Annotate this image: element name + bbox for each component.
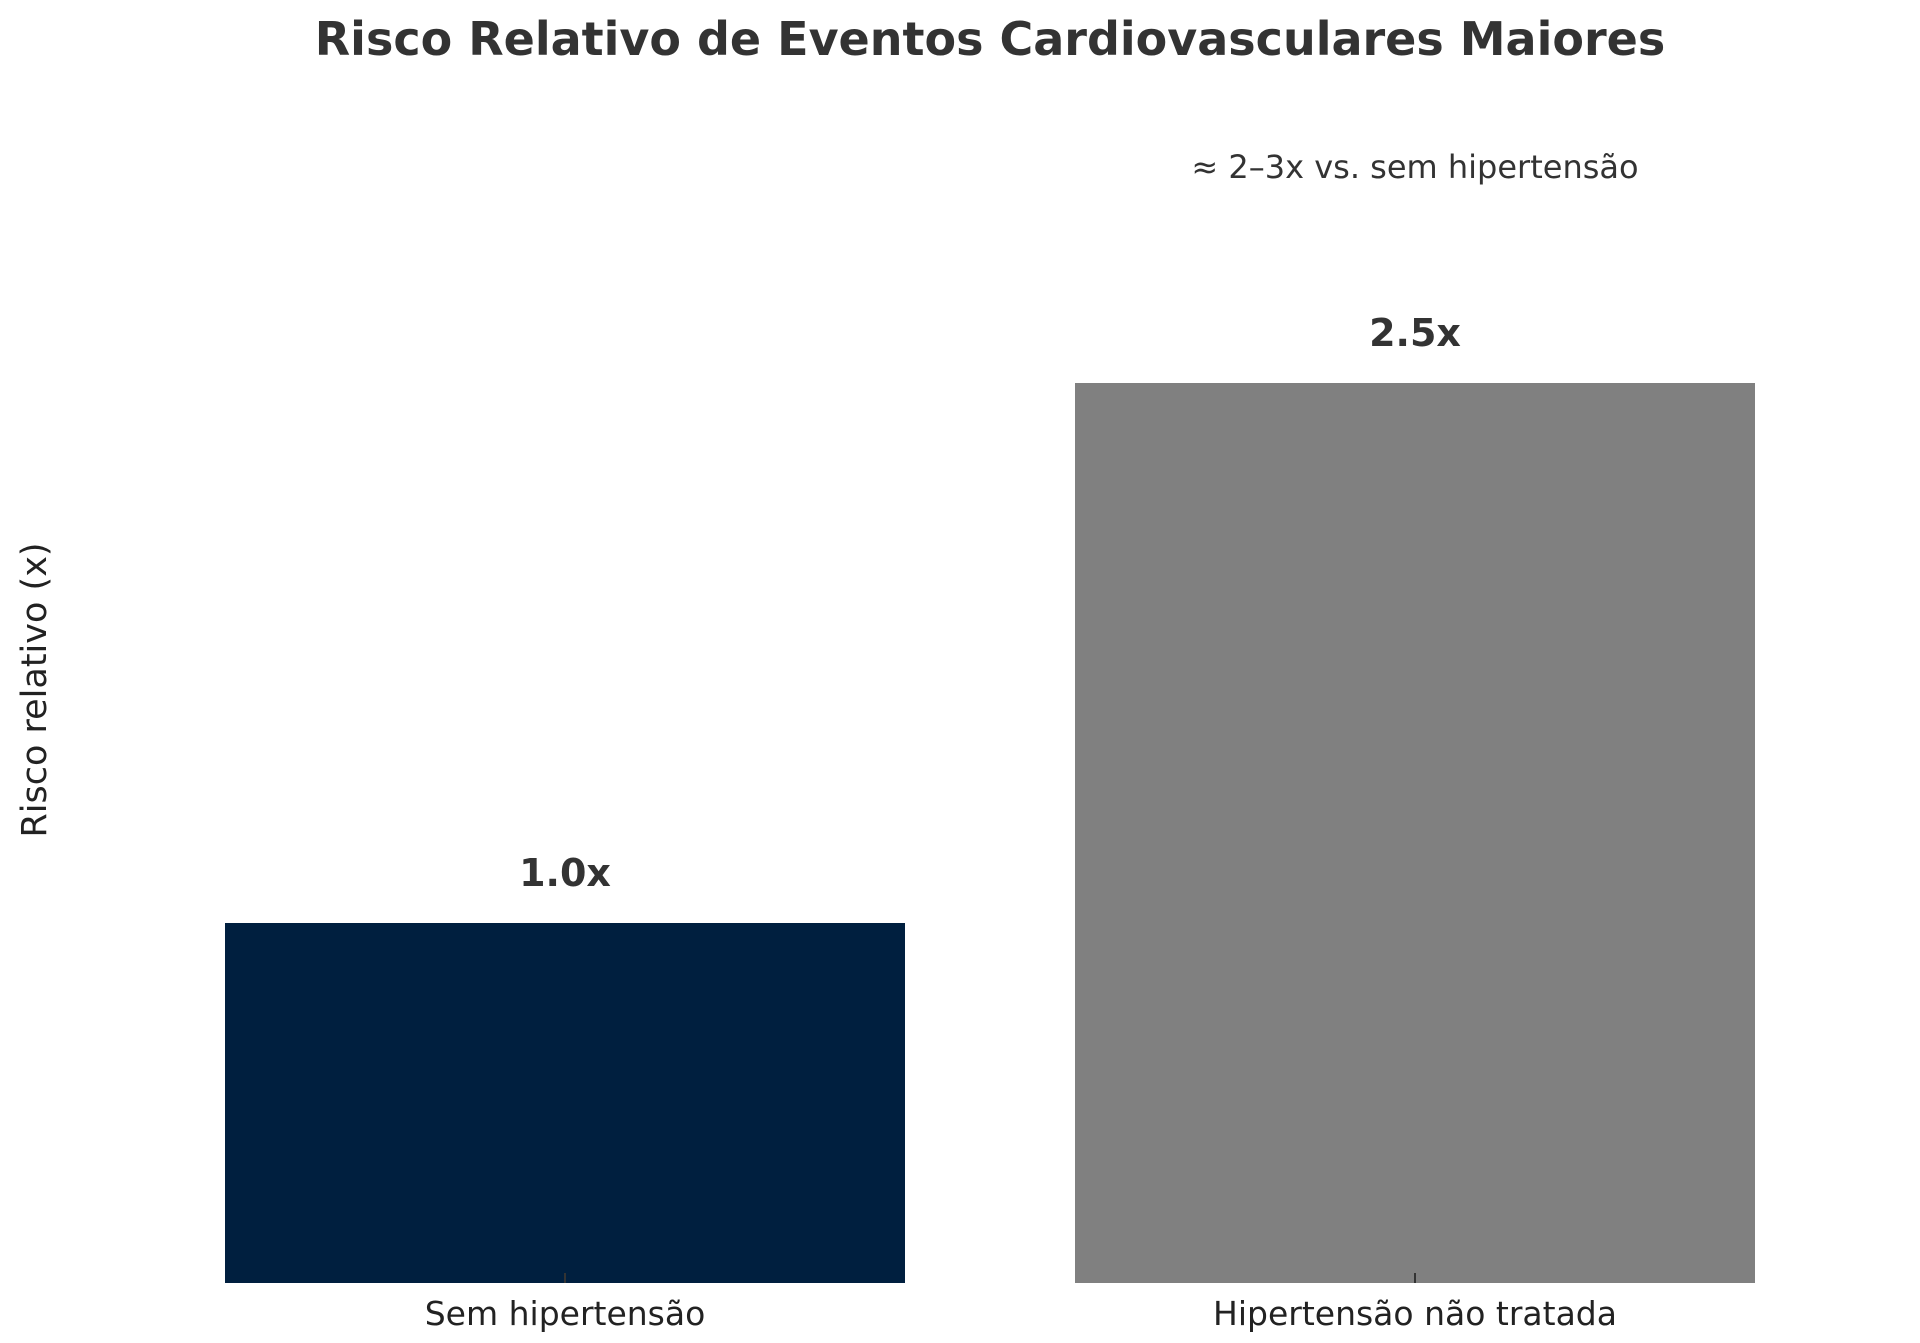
bar-value-label-1: 1.0x — [519, 851, 611, 895]
y-axis-label: Risco relativo (x) — [15, 542, 55, 837]
bar-1 — [225, 923, 905, 1283]
x-tick-label-1: Sem hipertensão — [425, 1294, 706, 1333]
bars-group — [225, 383, 1755, 1283]
bar-value-label-2: 2.5x — [1369, 311, 1461, 355]
x-axis-ticks: Sem hipertensão Hipertensão não tratada — [425, 1273, 1617, 1333]
chart-title: Risco Relativo de Eventos Cardiovascular… — [315, 12, 1665, 66]
x-tick-label-2: Hipertensão não tratada — [1213, 1294, 1617, 1333]
annotation-label: ≈ 2–3x vs. sem hipertensão — [1191, 148, 1638, 186]
value-labels-group: 1.0x 2.5x — [519, 311, 1461, 895]
bar-2 — [1075, 383, 1755, 1283]
